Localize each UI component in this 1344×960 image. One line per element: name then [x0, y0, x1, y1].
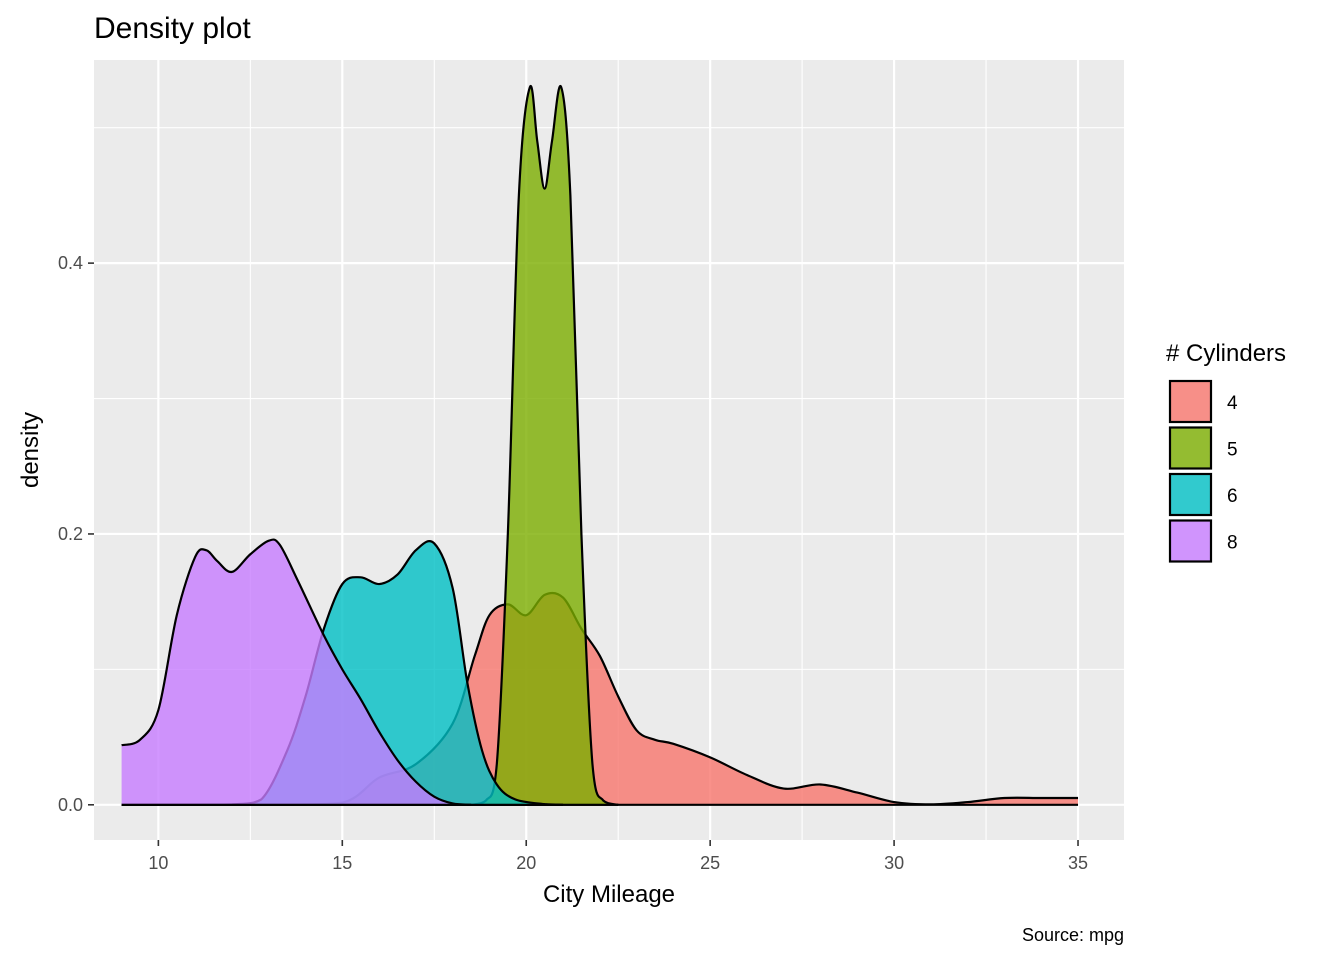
legend-swatch-5	[1168, 426, 1213, 470]
density-outline-5-cyl	[470, 84, 619, 806]
legend-swatch-6	[1168, 472, 1213, 517]
x-tick-label: 10	[148, 853, 168, 873]
density-areas	[121, 84, 1079, 806]
x-tick-label: 25	[700, 853, 720, 873]
density-area-8-cyl	[121, 539, 472, 805]
density-area-4-cyl	[121, 592, 1079, 805]
legend-title: # Cylinders	[1166, 340, 1286, 367]
y-tick-label: 0.0	[58, 795, 83, 815]
density-area-5-cyl	[471, 85, 619, 805]
legend-label-5: 5	[1227, 440, 1238, 461]
y-tick-label: 0.4	[58, 253, 83, 273]
legend-label-6: 6	[1227, 486, 1238, 507]
x-axis: 10 15 20 25 30 35	[148, 840, 1088, 873]
y-axis-title: density	[17, 412, 44, 488]
x-tick-label: 35	[1068, 853, 1088, 873]
legend-label-4: 4	[1227, 393, 1238, 414]
x-tick-label: 15	[332, 853, 352, 873]
x-axis-title: City Mileage	[543, 881, 675, 908]
caption: Source: mpg	[1022, 925, 1124, 945]
legend-swatch-4	[1168, 379, 1213, 424]
legend: # Cylinders 4 5 6 8	[1166, 340, 1286, 563]
x-tick-label: 20	[516, 853, 536, 873]
chart-title: Density plot	[94, 12, 251, 45]
legend-label-8: 8	[1227, 533, 1238, 554]
y-tick-label: 0.2	[58, 524, 83, 544]
minor-gridlines	[94, 60, 1124, 840]
density-outline-8-cyl	[121, 538, 472, 806]
y-axis: 0.0 0.2 0.4	[58, 253, 94, 815]
legend-swatch-8	[1168, 519, 1213, 563]
plot-panel	[94, 60, 1124, 840]
x-tick-label: 30	[884, 853, 904, 873]
